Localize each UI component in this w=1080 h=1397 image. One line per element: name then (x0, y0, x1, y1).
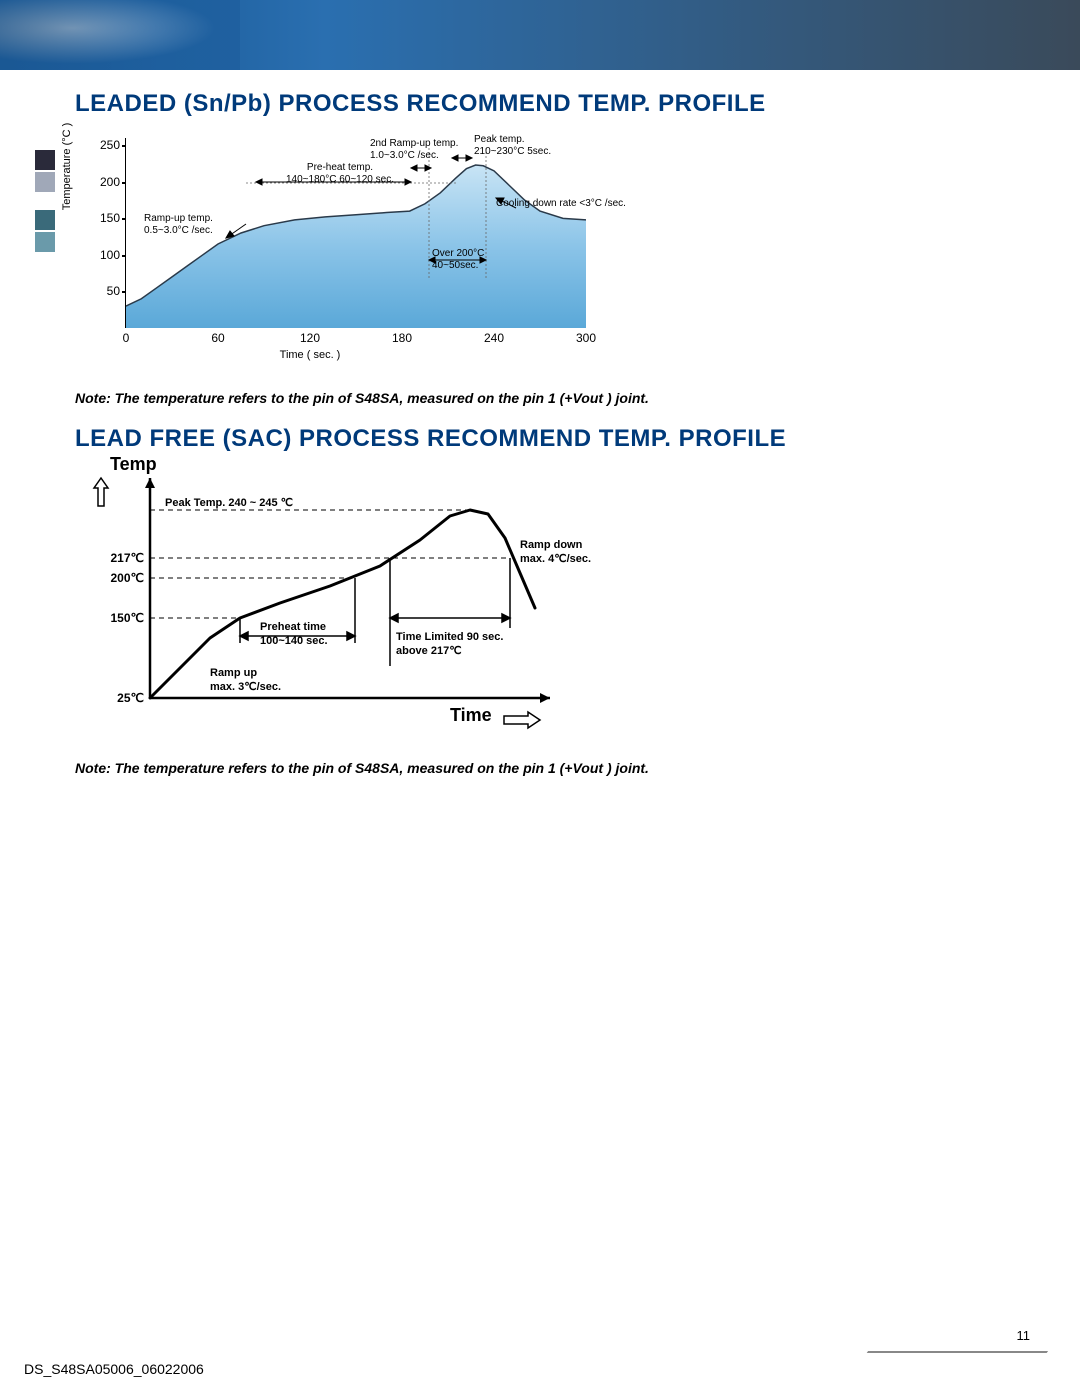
chart1-plot-area: 50 100 150 200 250 0 60 120 180 240 300 … (125, 138, 585, 328)
page-number: 11 (1017, 1328, 1031, 1343)
chart1-annot-peak: Peak temp.210~230°C 5sec. (474, 134, 551, 158)
square-icon (35, 172, 55, 192)
chart2-ylab: 200℃ (111, 571, 145, 585)
chart2-plot: 25℃ 150℃ 200℃ 217℃ Peak Temp. 240 ~ 245 … (150, 478, 570, 698)
chart1-xtick: 300 (576, 331, 596, 345)
document-id: DS_S48SA05006_06022006 (24, 1361, 204, 1377)
chart2-annot-rampup: Ramp upmax. 3℃/sec. (210, 666, 281, 695)
chart1-xtick: 60 (211, 331, 224, 345)
header-banner (0, 0, 1080, 70)
square-icon (35, 232, 55, 252)
chart1-ytick: 250 (100, 138, 120, 152)
chart1-xtick: 0 (123, 331, 130, 345)
chart2-annot-preheat: Preheat time100~140 sec. (260, 620, 328, 649)
chart1-annot-rampup: Ramp-up temp.0.5~3.0°C /sec. (144, 213, 213, 237)
chart1-xtick: 120 (300, 331, 320, 345)
leaded-profile-chart: Temperature (°C ) (75, 128, 615, 368)
decorative-side-squares (35, 150, 55, 254)
temp-arrow-icon (90, 476, 112, 512)
chart2-ylab: 25℃ (117, 691, 144, 705)
chart2-annot-peak: Peak Temp. 240 ~ 245 ℃ (165, 496, 293, 510)
chart1-annot-preheat: Pre-heat temp.140~180°C 60~120 sec. (286, 162, 394, 186)
chart1-xtick: 180 (392, 331, 412, 345)
note-2: Note: The temperature refers to the pin … (75, 760, 649, 776)
chart1-ytick: 200 (100, 175, 120, 189)
chart1-annot-cooling: Cooling down rate <3°C /sec. (496, 198, 626, 210)
chart2-ylab: 217℃ (111, 551, 145, 565)
chart1-annot-over200: Over 200°C40~50sec. (432, 248, 484, 272)
heading-leaded: LEADED (Sn/Pb) PROCESS RECOMMEND TEMP. P… (75, 90, 766, 118)
square-icon (35, 210, 55, 230)
note-1: Note: The temperature refers to the pin … (75, 390, 649, 406)
square-icon (35, 150, 55, 170)
chart1-annot-2ndramp: 2nd Ramp-up temp.1.0~3.0°C /sec. (370, 138, 458, 162)
chart2-annot-timelimited: Time Limited 90 sec.above 217℃ (396, 630, 503, 659)
chart1-ytick: 50 (107, 284, 120, 298)
chart2-temp-title: Temp (110, 454, 157, 475)
chart2-annot-rampdown: Ramp downmax. 4℃/sec. (520, 538, 591, 567)
heading-leadfree: LEAD FREE (SAC) PROCESS RECOMMEND TEMP. … (75, 425, 786, 453)
corner-tab-graphic (864, 1351, 1048, 1357)
chart1-ylabel: Temperature (°C ) (61, 123, 73, 211)
chart1-ytick: 100 (100, 248, 120, 262)
chart1-xlabel: Time ( sec. ) (280, 349, 341, 361)
chart1-xtick: 240 (484, 331, 504, 345)
chart1-ytick: 150 (100, 211, 120, 225)
chart2-ylab: 150℃ (111, 611, 145, 625)
header-swirl-graphic (0, 0, 240, 70)
leadfree-profile-chart: Temp Time (90, 460, 620, 740)
